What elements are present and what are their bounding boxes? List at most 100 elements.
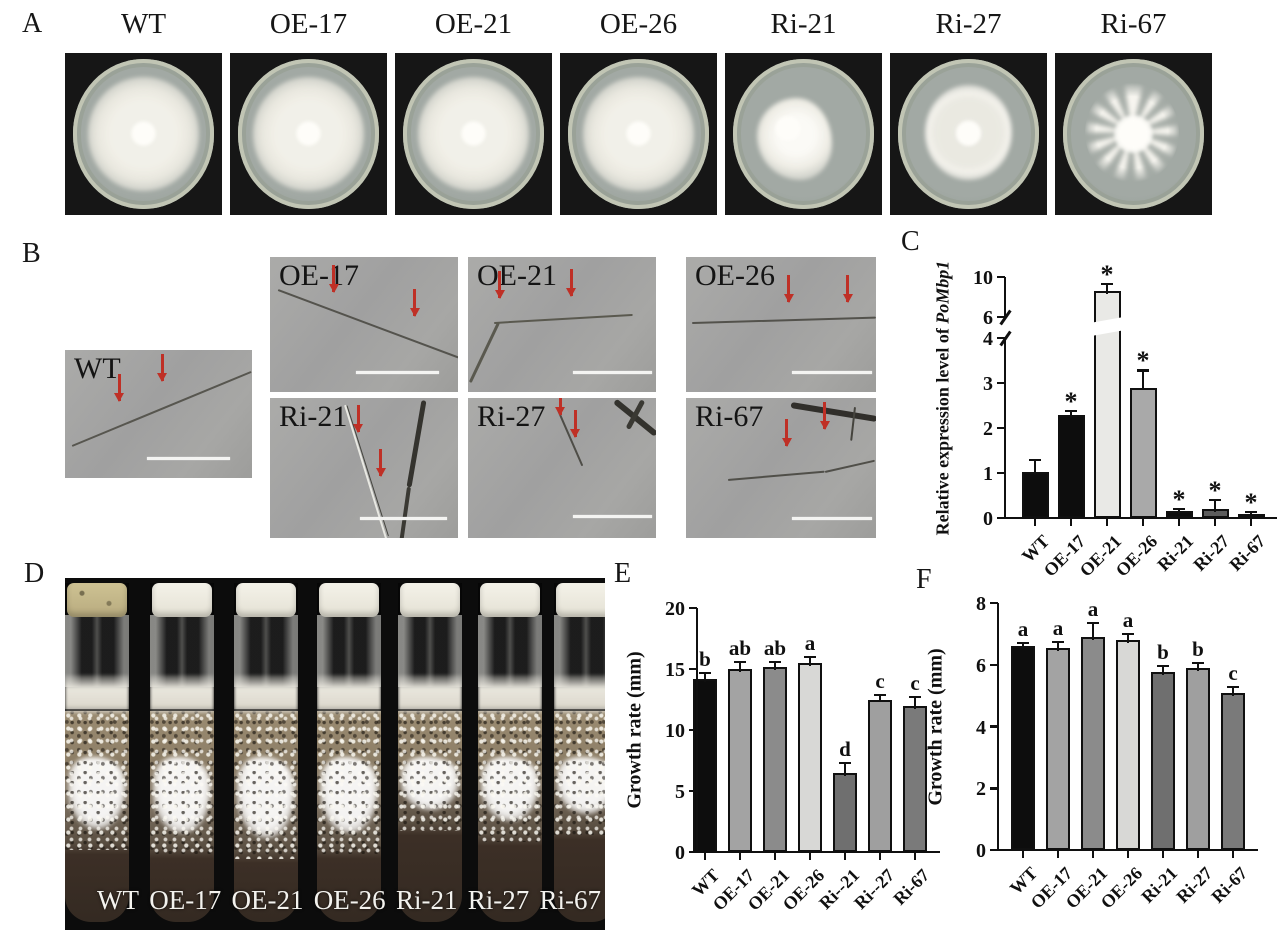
test-tube [478, 583, 542, 922]
scale-bar [792, 516, 873, 520]
substrate-speckles [317, 711, 381, 855]
red-arrow-icon [160, 353, 164, 381]
significance-label: * [1064, 386, 1078, 416]
significance-label: ab [728, 635, 752, 660]
x-tick [703, 852, 707, 860]
y-tick-label: 15 [665, 659, 685, 681]
y-tick [990, 848, 998, 852]
test-tube [150, 583, 214, 922]
y-axis-title: Growth rate (mm) [623, 651, 646, 809]
panel-d-label: D [24, 558, 45, 589]
x-tick [1161, 850, 1165, 858]
error-bar-stem [1249, 511, 1253, 517]
colony-center [295, 120, 322, 146]
panel-a-label: A [22, 8, 43, 39]
error-bar-stem [1126, 633, 1130, 644]
bar-Ri-67 [903, 705, 927, 852]
x-category-label: Ri-27 [1172, 863, 1217, 907]
test-tube [234, 583, 298, 922]
x-tick [1126, 850, 1130, 858]
tube-cap [151, 583, 213, 617]
bar-OE-21 [763, 666, 787, 852]
y-axis-upper [1003, 277, 1007, 318]
petri-dish-photo [230, 53, 387, 215]
error-bar-cap [1137, 369, 1149, 372]
bar-Ri-21 [1151, 672, 1175, 850]
bar-OE-26 [798, 662, 822, 852]
error-bar-cap [1157, 665, 1169, 668]
tube-label: OE-21 [231, 885, 304, 915]
micrograph: OE-17 [270, 257, 458, 392]
error-bar-stem [808, 656, 812, 666]
y-tick-label: 10 [665, 720, 685, 742]
petri-dish-photo [65, 53, 222, 215]
significance-label: b [1157, 640, 1169, 665]
error-bar-stem [773, 661, 777, 670]
significance-label: * [1172, 485, 1186, 514]
micrograph-label: OE-17 [279, 259, 359, 292]
x-tick [1105, 518, 1109, 526]
error-bar-stem [1033, 459, 1037, 476]
red-arrow-icon [785, 418, 789, 446]
y-tick [997, 336, 1005, 340]
significance-label: b [699, 646, 711, 671]
error-bar-cap [1209, 499, 1221, 502]
hypha-line [277, 289, 458, 359]
substrate-speckles [398, 711, 462, 832]
tube-label: OE-17 [149, 885, 222, 915]
red-arrow-icon [846, 274, 849, 302]
micrograph: Ri-27 [468, 398, 656, 538]
error-bar-cap [699, 671, 711, 674]
tube-cap [479, 583, 541, 617]
bar-Ri-67 [1221, 692, 1245, 850]
test-tube [65, 583, 129, 922]
error-bar-stem [1021, 642, 1025, 650]
x-tick [1249, 518, 1253, 526]
significance-label: a [1017, 616, 1029, 641]
red-arrow-icon [787, 274, 791, 302]
error-bar-cap [769, 660, 781, 663]
bar-OE-26 [1116, 640, 1140, 850]
bar-WT [1011, 646, 1035, 850]
colony-center [625, 120, 652, 146]
colony-center [955, 120, 982, 146]
hypha-line [406, 400, 427, 488]
error-bar-cap [874, 693, 886, 696]
red-arrow-icon [117, 374, 121, 402]
tube-substrate [234, 711, 298, 922]
bar-OE-17 [1046, 647, 1070, 850]
y-axis [996, 603, 1000, 851]
hypha-line [790, 402, 876, 423]
y-tick [689, 606, 697, 610]
y-axis-title: Relative expression level of PoMbp1 [933, 260, 954, 535]
substrate-speckles [478, 711, 542, 842]
strain-label: Ri-27 [935, 8, 1002, 40]
red-arrow-icon [569, 269, 573, 297]
panel-e-label: E [614, 558, 632, 589]
bar-Ri--27 [868, 699, 892, 852]
bar-chart-panel-E: b ab ab a d c c 0 5 10 15 20 WT OE-17 OE-21 OE-26 Ri--21… [612, 560, 942, 933]
error-bar-stem [913, 697, 917, 709]
x-tick [843, 852, 847, 860]
petri-dish [72, 59, 215, 209]
bar-chart-panel-C: * * * * * * 0 1 2 3 4 6 10 WT OE-17 OE-21 OE-26 Ri-21 Ri-2… [900, 228, 1280, 581]
error-bar-stem [1105, 284, 1109, 294]
bar-WT [1021, 472, 1049, 518]
error-bar-cap [1101, 283, 1113, 286]
tube-substrate [398, 711, 462, 922]
y-tick-label: 0 [983, 508, 993, 530]
tube-cap [66, 583, 128, 617]
y-tick-label: 5 [675, 781, 685, 803]
x-tick [808, 852, 812, 860]
hypha-line [727, 470, 825, 482]
error-bar-cap [1065, 409, 1077, 413]
significance-label: * [1136, 346, 1150, 376]
significance-label: d [839, 736, 851, 761]
petri-dish [1062, 59, 1205, 209]
tube-cap [555, 583, 605, 617]
error-bar-stem [843, 762, 847, 776]
colony-center [1113, 114, 1154, 154]
tube-label: Ri-21 [395, 885, 458, 915]
y-tick-label: 6 [983, 307, 993, 329]
